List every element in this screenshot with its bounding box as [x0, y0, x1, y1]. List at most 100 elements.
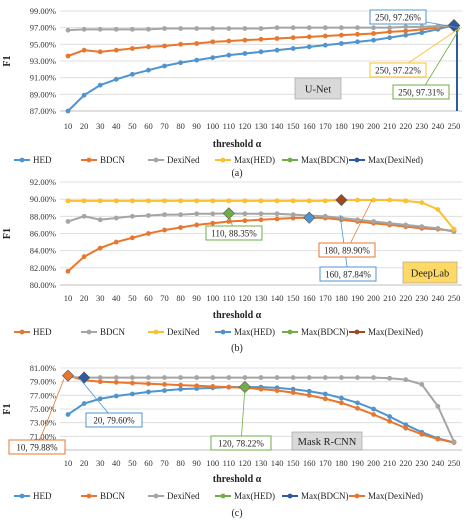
x-tick-label: 50 [128, 121, 137, 131]
data-point [242, 37, 248, 43]
x-tick-label: 40 [112, 121, 121, 131]
data-point [339, 32, 344, 38]
x-tick-label: 210 [383, 121, 396, 131]
y-tick-label: 88.00% [30, 211, 56, 221]
x-tick-label: 70 [160, 293, 169, 303]
data-point [451, 439, 457, 445]
data-point [306, 392, 312, 398]
legend-swatch-marker [354, 157, 360, 163]
max-marker [303, 211, 316, 224]
data-point [403, 377, 409, 383]
data-point [81, 401, 87, 406]
series-bdcn [65, 23, 457, 59]
x-tick-label: 180 [335, 458, 348, 468]
x-tick-label: 130 [255, 121, 268, 131]
data-point [306, 25, 312, 31]
legend-label: BDCN [100, 327, 126, 337]
y-tick-label: 87.00% [30, 106, 56, 116]
legend-label: DexiNed [167, 327, 200, 337]
series-hed [65, 22, 457, 114]
data-point [81, 47, 87, 53]
data-point [97, 396, 103, 402]
data-point [81, 254, 87, 260]
data-point [194, 26, 200, 31]
legend-label: HED [33, 491, 52, 501]
data-point [178, 386, 184, 392]
x-tick-label: 170 [319, 458, 332, 468]
data-point [322, 213, 328, 219]
series-maxdexined [335, 193, 348, 207]
x-axis-title: threshold α [213, 474, 262, 485]
y-tick-label: 84.00% [30, 246, 56, 256]
x-tick-label: 170 [319, 293, 332, 303]
data-point [226, 198, 232, 204]
data-point [355, 375, 360, 380]
data-point [146, 381, 151, 387]
data-point [274, 388, 280, 393]
annotation-label: 160, 87.84% [325, 270, 371, 280]
data-point [322, 198, 328, 204]
data-point [339, 395, 344, 401]
legend-label: DexiNed [167, 155, 200, 165]
data-point [290, 25, 296, 31]
data-point [387, 197, 393, 203]
legend-label: Max(HED) [234, 327, 275, 337]
x-tick-label: 240 [432, 458, 445, 468]
x-tick-label: 50 [128, 458, 137, 468]
data-point [97, 379, 103, 385]
data-point [403, 425, 409, 431]
legend-swatch-marker [354, 329, 360, 335]
data-point [435, 225, 441, 231]
data-point [194, 41, 200, 46]
x-tick-label: 110 [223, 293, 235, 303]
data-point [194, 383, 200, 389]
annotation-box [369, 62, 427, 78]
x-tick-label: 70 [160, 121, 169, 131]
data-point [322, 42, 328, 48]
data-point [322, 33, 328, 39]
y-tick-label: 82.00% [30, 263, 56, 273]
data-point [129, 391, 135, 397]
data-point [387, 35, 393, 41]
data-point [129, 235, 135, 241]
legend-label: Max(BDCN) [301, 491, 349, 501]
x-tick-label: 170 [319, 121, 332, 131]
data-point [97, 245, 103, 251]
series-dexined [65, 23, 457, 33]
legend-label: HED [33, 155, 52, 165]
x-tick-label: 70 [160, 458, 169, 468]
x-tick-label: 30 [96, 293, 105, 303]
x-tick-label: 160 [303, 121, 316, 131]
legend-swatch-marker [19, 157, 25, 163]
data-point [162, 227, 167, 233]
data-point [258, 36, 264, 42]
data-point [226, 384, 232, 390]
data-point [162, 212, 167, 218]
data-point [290, 46, 296, 51]
x-tick-label: 90 [192, 458, 201, 468]
data-point [355, 31, 360, 37]
x-tick-label: 40 [112, 458, 121, 468]
data-point [81, 198, 87, 204]
y-tick-label: 89.00% [30, 89, 56, 99]
data-point [339, 375, 344, 380]
model-label-box [291, 431, 363, 451]
data-point [387, 220, 393, 226]
data-point [322, 396, 328, 402]
subfigure-label: (a) [231, 168, 242, 179]
data-point [403, 32, 409, 38]
data-point [162, 382, 167, 387]
legend-label: Max(HED) [234, 155, 275, 165]
data-point [306, 198, 312, 204]
data-point [290, 386, 296, 392]
x-tick-label: 100 [206, 121, 219, 131]
data-point [322, 375, 328, 380]
y-tick-label: 81.00% [30, 363, 56, 373]
data-point [371, 197, 376, 203]
series-maxdexined [61, 369, 75, 382]
data-point [65, 108, 71, 114]
data-point [65, 219, 71, 224]
x-tick-label: 220 [399, 121, 412, 131]
data-point [162, 198, 167, 204]
legend-swatch-marker [287, 157, 293, 163]
